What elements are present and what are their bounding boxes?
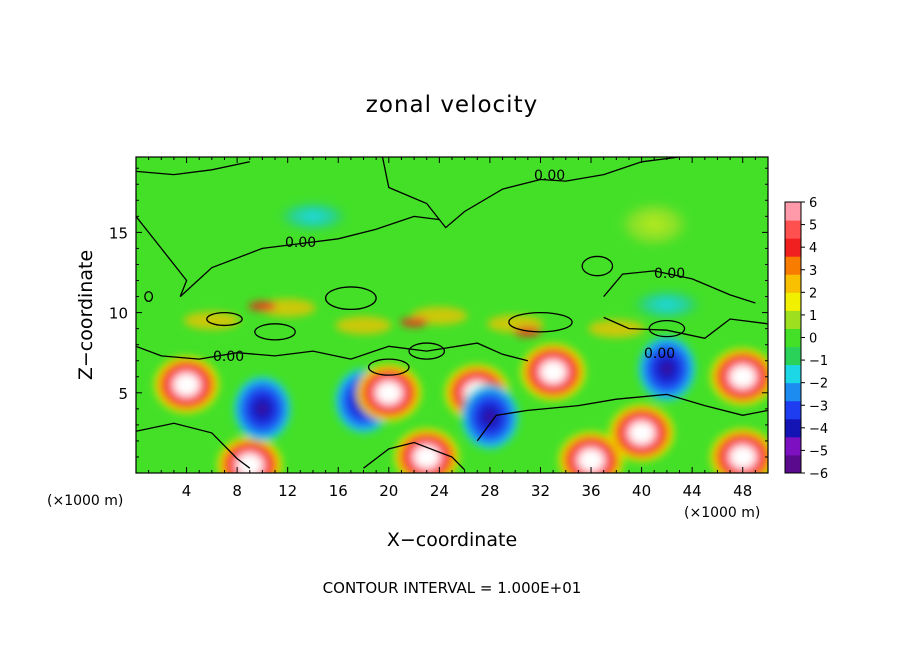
- colorbar-tick-label: 0: [809, 332, 817, 347]
- colorbar-swatch: [785, 418, 801, 438]
- colorbar-tick-label: 1: [809, 309, 817, 324]
- colorbar-tick-label: 4: [809, 241, 817, 256]
- field-extremum: [636, 334, 697, 403]
- y-axis-label: Z−coordinate: [75, 250, 97, 380]
- x-tick-label: 24: [430, 482, 449, 500]
- field-extremum: [519, 341, 588, 402]
- x-tick-label: 40: [632, 482, 651, 500]
- zero-contour: [136, 422, 251, 469]
- x-tick-label: 28: [480, 482, 499, 500]
- field-extremum: [215, 434, 284, 473]
- field-extremum: [630, 288, 703, 321]
- colorbar-swatch: [785, 436, 801, 456]
- x-tick-label: 48: [733, 482, 752, 500]
- field-extremum: [557, 430, 626, 473]
- x-tick-label: 16: [329, 482, 348, 500]
- closed-contour: [144, 291, 154, 303]
- colorbar-swatch: [785, 346, 801, 366]
- y-axis: 5 10 15: [109, 167, 768, 458]
- x-unit-note-right: (×1000 m): [684, 505, 760, 521]
- colorbar-tick-label: 3: [809, 264, 817, 279]
- field-extremum: [392, 426, 461, 473]
- field-band: [400, 317, 429, 328]
- zero-contour: [476, 393, 768, 442]
- contour-label: 0.00: [285, 235, 316, 251]
- y-tick-label: 10: [109, 305, 128, 323]
- field-extremum: [152, 354, 221, 415]
- field-band: [248, 301, 277, 312]
- colorbar-swatch: [785, 274, 801, 293]
- x-tick-label: 12: [278, 482, 297, 500]
- colorbar-tick-label: 6: [809, 196, 817, 211]
- colorbar-tick-label: −6: [809, 467, 828, 482]
- zero-contour: [603, 316, 768, 339]
- colorbar-swatch: [785, 382, 801, 402]
- x-tick-label: 44: [683, 482, 702, 500]
- field-extremum: [607, 402, 676, 463]
- field-band: [335, 316, 392, 335]
- colorbar: 6 5 4 3 2 1 0 −1 −2 −3 −4 −5 −6: [784, 196, 828, 482]
- closed-contour: [581, 255, 614, 277]
- field-extremum: [708, 426, 768, 473]
- zero-contour: [136, 215, 188, 297]
- closed-contour: [254, 323, 296, 341]
- colorbar-swatch: [785, 454, 801, 474]
- colorbar-tick-label: −5: [809, 444, 828, 459]
- y-tick-label: 5: [118, 385, 128, 403]
- field-extremum: [232, 374, 293, 443]
- contour-label: 0.00: [534, 168, 565, 184]
- field-extremum: [614, 198, 695, 251]
- closed-contour: [367, 358, 410, 376]
- heatmap-field: [136, 157, 768, 473]
- x-tick-label: 20: [379, 482, 398, 500]
- x-unit-note-left: (×1000 m): [47, 493, 123, 509]
- y-tick-label: 15: [109, 224, 128, 242]
- contour-label: 0.00: [644, 346, 675, 362]
- colorbar-tick-label: −3: [809, 399, 828, 414]
- colorbar-swatch: [785, 310, 801, 329]
- zero-contour: [381, 157, 680, 229]
- closed-contour: [206, 311, 243, 327]
- colorbar-tick-label: −1: [809, 354, 828, 369]
- colorbar-tick-label: −2: [809, 377, 828, 392]
- colorbar-swatch: [785, 400, 801, 420]
- x-tick-label: 36: [581, 482, 600, 500]
- zero-contour: [136, 161, 250, 176]
- field-extremum: [354, 362, 423, 423]
- contour-label: 0.00: [213, 349, 244, 365]
- closed-contour: [508, 311, 573, 333]
- x-axis-label: X−coordinate: [387, 529, 517, 551]
- contour-interval-note: CONTOUR INTERVAL = 1.000E+01: [323, 579, 582, 597]
- field-band: [588, 319, 645, 338]
- colorbar-tick-label: 5: [809, 219, 817, 234]
- colorbar-swatch: [785, 256, 801, 275]
- colorbar-swatch: [785, 202, 801, 221]
- colorbar-tick-label: 2: [809, 286, 817, 301]
- colorbar-swatch: [785, 220, 801, 239]
- colorbar-swatch: [785, 328, 801, 348]
- zero-contour: [603, 270, 756, 304]
- x-tick-label: 32: [531, 482, 550, 500]
- closed-contour: [408, 342, 446, 360]
- zero-contour: [136, 342, 528, 362]
- x-tick-label: 4: [182, 482, 192, 500]
- closed-contour: [648, 319, 686, 338]
- x-axis: 4 8 12 16 20 24 28 32 36 40 44 48: [148, 157, 756, 500]
- field-extremum: [276, 200, 349, 233]
- colorbar-swatch: [785, 292, 801, 311]
- colorbar-tick-label: −4: [809, 422, 828, 437]
- colorbar-swatch: [785, 238, 801, 257]
- field-extremum: [459, 382, 520, 451]
- field-extremum: [708, 346, 768, 407]
- zero-contour: [363, 441, 466, 471]
- zero-contour: [179, 215, 440, 298]
- contour-label: 0.00: [654, 266, 685, 282]
- closed-contour: [324, 286, 377, 311]
- x-tick-label: 8: [232, 482, 242, 500]
- chart-title: zonal velocity: [366, 92, 538, 118]
- colorbar-swatch: [785, 364, 801, 384]
